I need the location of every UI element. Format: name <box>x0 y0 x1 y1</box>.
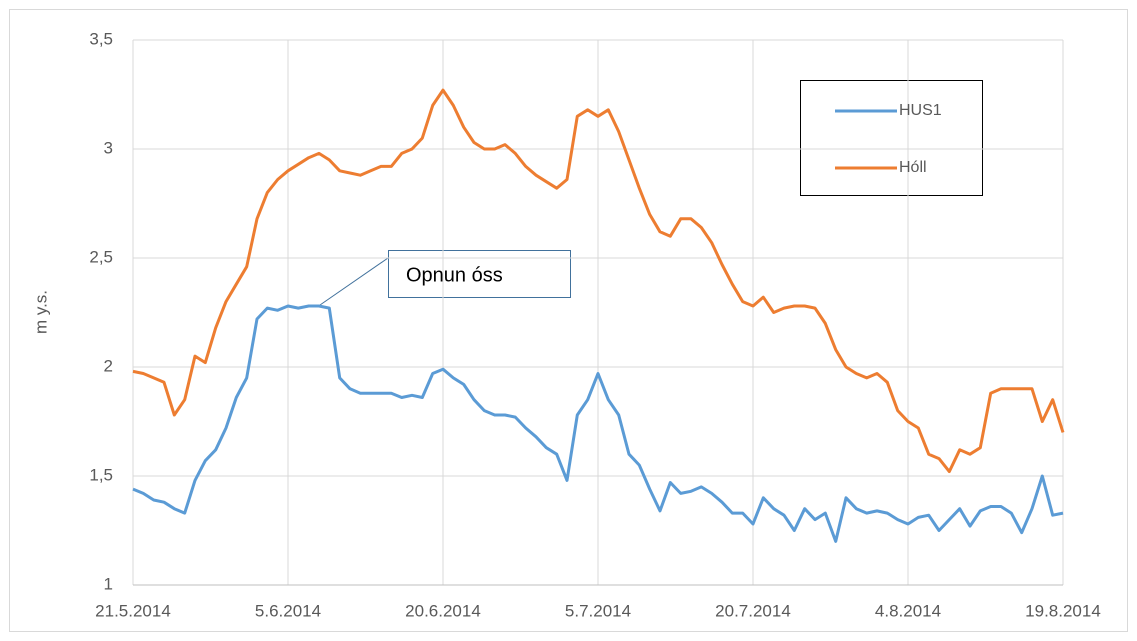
callout-line <box>319 257 389 306</box>
x-tick-label: 5.6.2014 <box>255 601 321 620</box>
x-tick-label: 5.7.2014 <box>565 601 631 620</box>
line-series <box>132 88 1065 474</box>
y-axis-label: m y.s. <box>31 290 50 334</box>
x-tick-label: 21.5.2014 <box>95 601 171 620</box>
y-tick-label: 2,5 <box>89 247 113 266</box>
x-tick-label: 20.6.2014 <box>405 601 481 620</box>
line-series <box>132 304 1064 543</box>
y-tick-label: 1 <box>104 574 113 593</box>
legend-label: HUS1 <box>899 102 942 119</box>
y-tick-label: 3,5 <box>89 29 113 48</box>
legend-label: Hóll <box>899 159 927 176</box>
y-tick-label: 3 <box>104 138 113 157</box>
x-tick-label: 4.8.2014 <box>875 601 941 620</box>
x-tick-label: 20.7.2014 <box>715 601 791 620</box>
y-tick-label: 1,5 <box>89 465 113 484</box>
x-tick-label: 19.8.2014 <box>1025 601 1101 620</box>
y-tick-label: 2 <box>104 356 113 375</box>
legend-box <box>800 80 983 196</box>
annotation: Opnun óss <box>406 264 503 286</box>
